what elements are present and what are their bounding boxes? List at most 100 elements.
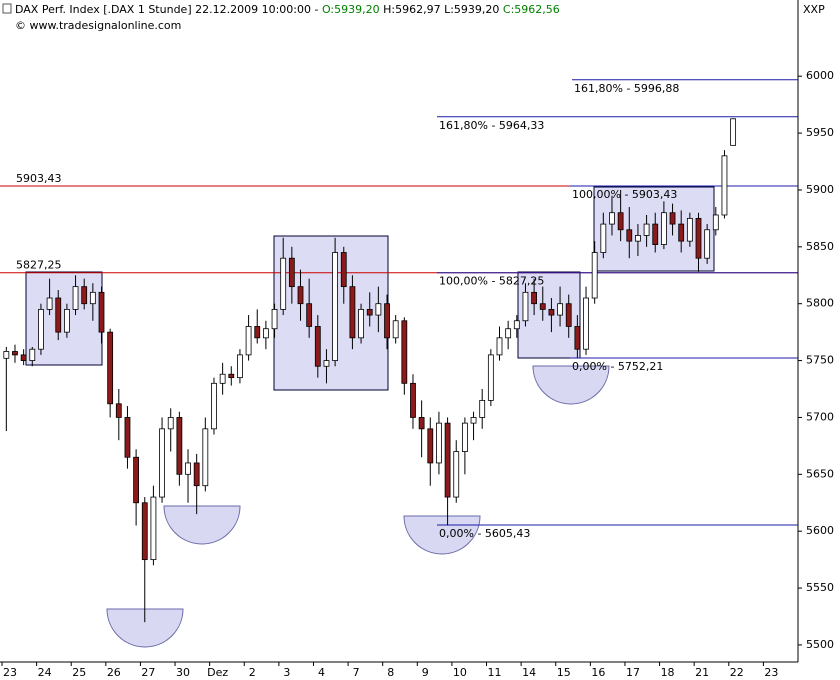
level-label: 0,00% - 5605,43 xyxy=(439,527,530,540)
level-label: 161,80% - 5996,88 xyxy=(574,82,679,95)
candle-body xyxy=(721,155,728,216)
x-tick-label: 8 xyxy=(387,666,394,679)
x-tick-label: 23 xyxy=(764,666,778,679)
level-label: 100,00% - 5827,25 xyxy=(439,275,544,288)
y-tick-label: 5650 xyxy=(806,467,834,480)
level-label: 5903,43 xyxy=(16,172,62,185)
candle-body xyxy=(323,360,330,367)
y-tick-label: 6000 xyxy=(806,69,834,82)
candle-body xyxy=(46,297,53,310)
candle-body xyxy=(427,428,434,464)
low: L:5939,20 xyxy=(444,3,499,16)
candle-body xyxy=(237,354,243,379)
y-tick-label: 5500 xyxy=(806,638,834,651)
candle-body xyxy=(133,456,140,504)
candle-body xyxy=(635,235,641,242)
high: H:5962,97 xyxy=(383,3,440,16)
candle-body xyxy=(107,331,114,405)
source: © www.tradesignalonline.com xyxy=(15,19,181,32)
x-tick-label: 23 xyxy=(3,666,17,679)
candle-body xyxy=(539,303,546,310)
candle-body xyxy=(487,354,494,401)
y-tick-label: 5750 xyxy=(806,354,834,367)
candle-body xyxy=(626,229,633,242)
candle-body xyxy=(366,308,373,316)
candle-body xyxy=(505,328,512,339)
levels: 5903,43 5827,25 161,80% - 5996,88 161,80% -… xyxy=(0,79,798,540)
candle-body xyxy=(669,212,676,225)
x-tick-label: 11 xyxy=(488,666,502,679)
level-label: 5827,25 xyxy=(16,259,62,272)
candle-body xyxy=(89,291,96,305)
x-tick-label: 17 xyxy=(626,666,640,679)
candle-body xyxy=(730,118,737,146)
x-tick-label: 4 xyxy=(318,666,325,679)
candle-body xyxy=(513,320,520,330)
candle-body xyxy=(617,212,624,231)
arc xyxy=(163,505,241,545)
candle-body xyxy=(29,348,36,361)
candle-body xyxy=(695,217,702,259)
x-tick-label: 9 xyxy=(422,666,429,679)
close: C:5962,56 xyxy=(503,3,560,16)
x-tick-label: 21 xyxy=(695,666,709,679)
x-tick-label: 30 xyxy=(176,666,190,679)
candle-body xyxy=(193,462,200,487)
candle-body xyxy=(557,303,563,316)
candle-body xyxy=(314,326,321,367)
candle-body xyxy=(461,422,468,452)
x-tick-label: 25 xyxy=(72,666,86,679)
x-tick-label: 24 xyxy=(38,666,52,679)
candle-body xyxy=(297,286,304,305)
candle-body xyxy=(678,223,685,242)
y-tick-label: 5800 xyxy=(806,297,834,310)
header-title: DAX Perf. Index [.DAX 1 Stunde] 22.12.20… xyxy=(15,3,560,16)
candle-body xyxy=(219,373,226,384)
candle-body xyxy=(228,373,235,379)
candle-body xyxy=(340,252,347,288)
y-tick-label: 5950 xyxy=(806,126,834,139)
candles xyxy=(3,118,737,623)
y-tick-label: 5850 xyxy=(806,240,834,253)
corner-label: XXP xyxy=(803,3,825,16)
y-tick-label: 5550 xyxy=(806,581,834,594)
candle-body xyxy=(262,328,269,339)
candle-body xyxy=(288,257,295,288)
candle-body xyxy=(124,417,131,458)
candle-body xyxy=(704,229,711,259)
open: O:5939,20 xyxy=(322,3,380,16)
candle-body xyxy=(185,462,191,475)
candle-body xyxy=(712,214,719,231)
x-tick-label: 22 xyxy=(730,666,744,679)
candle-body xyxy=(150,496,157,561)
candle-body xyxy=(686,217,693,242)
y-tick-label: 5700 xyxy=(806,410,834,423)
candle-body xyxy=(63,308,70,333)
candle-body xyxy=(444,422,451,498)
candle-body xyxy=(470,417,477,424)
level-label: 0,00% - 5752,21 xyxy=(572,360,663,373)
x-tick-label: 3 xyxy=(283,666,290,679)
candle-body xyxy=(548,308,555,316)
candle-body xyxy=(72,286,79,310)
level-label: 100,00% - 5903,43 xyxy=(572,188,677,201)
x-tick-label: 18 xyxy=(661,666,675,679)
candle-body xyxy=(574,326,581,350)
x-tick-label: 10 xyxy=(453,666,467,679)
candle-body xyxy=(652,223,659,245)
candle-body xyxy=(271,308,278,330)
arc xyxy=(532,365,610,405)
candle-body xyxy=(600,223,607,253)
x-tick-label: 2 xyxy=(249,666,256,679)
candle-body xyxy=(81,286,88,305)
candle-body xyxy=(115,403,122,418)
candle-body xyxy=(609,212,615,225)
candle-body xyxy=(522,291,529,322)
candle-body xyxy=(38,308,44,350)
x-tick-label: 26 xyxy=(107,666,121,679)
x-tick-label: 16 xyxy=(591,666,605,679)
candle-body xyxy=(20,354,27,361)
candle-body xyxy=(245,326,252,356)
x-tick-label: 7 xyxy=(353,666,360,679)
